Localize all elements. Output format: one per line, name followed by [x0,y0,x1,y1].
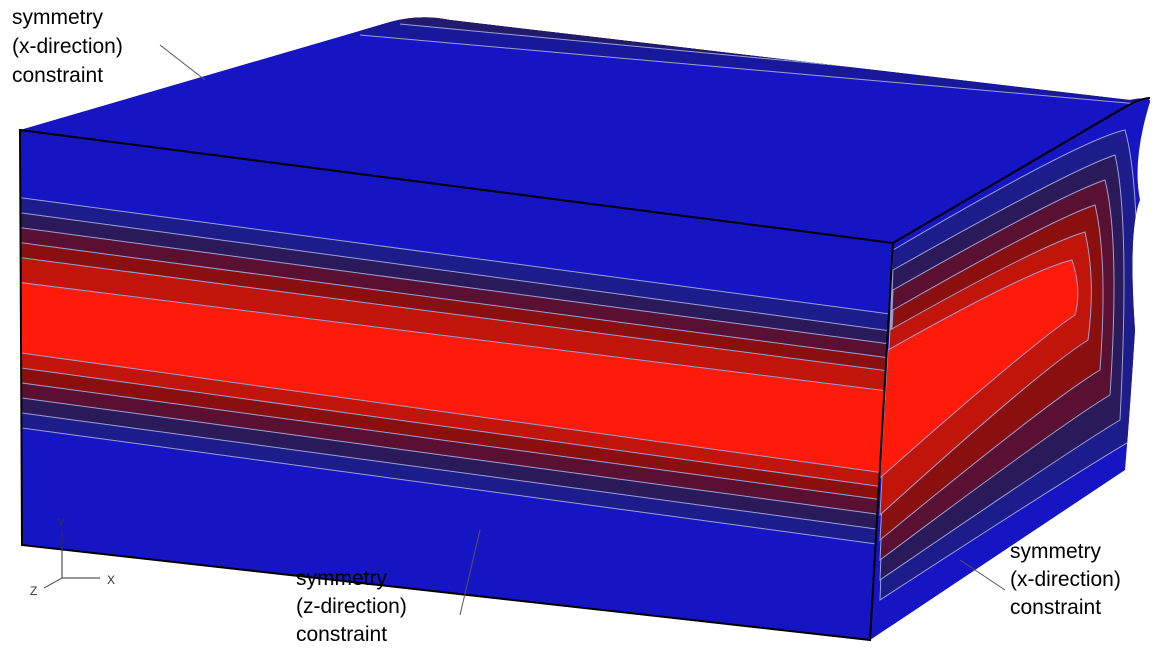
annotation-line: symmetry [12,6,103,29]
annotation-line: symmetry [296,567,387,590]
annotation-line: constraint [296,623,387,646]
axis-label: Y [57,516,65,530]
annotation-line: symmetry [1010,540,1101,563]
annotation-line: (x-direction) [1010,568,1121,591]
annotation: symmetry (x-direction) constraint [12,6,129,87]
annotation: symmetry (x-direction) constraint [1010,540,1127,619]
annotation-line: constraint [12,64,103,87]
annotation-line: (x-direction) [12,35,123,58]
annotation-line: (z-direction) [296,595,407,618]
axis-label: X [107,573,115,587]
fem-contour-plot: Y X Z symmetry (x-direction) constraint … [0,0,1161,650]
axis-label: Z [30,584,37,598]
annotation-line: constraint [1010,596,1101,619]
